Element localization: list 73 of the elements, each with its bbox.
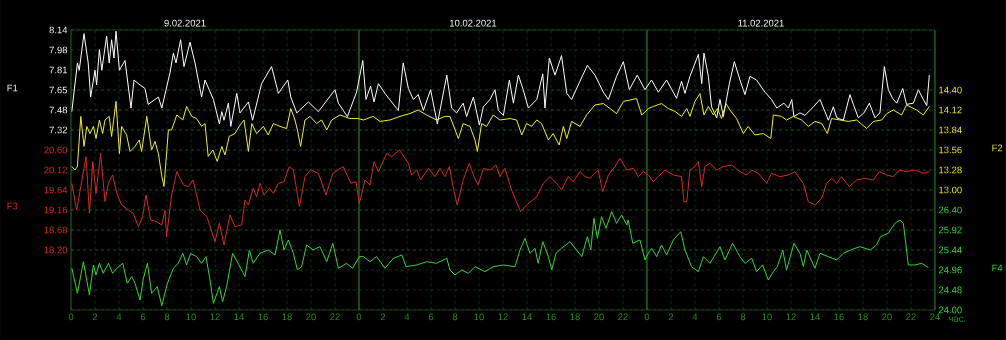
y-axis-title: F1 <box>7 84 18 92</box>
y-tick-label: 24.96 <box>938 266 962 274</box>
x-axis-title: час. <box>949 316 966 322</box>
y2-tick-label: 14.40 <box>939 86 962 94</box>
x-tick-label: 8 <box>740 313 746 321</box>
y3-tick-label: 19.64 <box>44 186 68 194</box>
x-tick-label: 6 <box>140 313 146 321</box>
x-tick-label: 4 <box>116 313 122 321</box>
y2-tick-label: 13.28 <box>939 166 962 174</box>
x-tick-label: 8 <box>452 313 458 321</box>
y2-tick-label: 13.56 <box>939 146 962 154</box>
x-tick-label: 16 <box>834 313 844 321</box>
y-axis-title: F4 <box>992 264 1003 272</box>
x-tick-label: 14 <box>234 313 244 321</box>
y-tick-label: 7.48 <box>49 106 68 114</box>
y-tick-label: 24.00 <box>938 306 962 314</box>
x-tick-label: 4 <box>404 313 410 321</box>
x-tick-label: 6 <box>716 313 722 321</box>
x-tick-label: 18 <box>570 313 580 321</box>
x-tick-label: 0 <box>644 313 650 321</box>
y3-tick-label: 20.12 <box>44 166 68 174</box>
x2-tick-label: 9.02.2021 <box>164 19 206 27</box>
x-tick-label: 10 <box>186 313 196 321</box>
line-series <box>71 93 930 187</box>
x-tick-label: 22 <box>618 313 628 321</box>
x-tick-label: 16 <box>258 313 268 321</box>
x-tick-label: 20 <box>594 313 604 321</box>
x-tick-label: 6 <box>428 313 434 321</box>
y-tick-label: 25.44 <box>938 246 962 254</box>
y-tick-label: 25.92 <box>938 226 962 234</box>
y-tick-label: 7.32 <box>49 126 68 134</box>
x-tick-label: 22 <box>330 313 340 321</box>
x-tick-label: 24 <box>930 313 940 321</box>
x-tick-label: 12 <box>786 313 796 321</box>
line-series <box>71 149 930 246</box>
x-tick-label: 4 <box>692 313 698 321</box>
y2-tick-label: 13.84 <box>939 126 962 134</box>
y3-tick-label: 20.60 <box>44 146 68 154</box>
y2-tick-label: 13.00 <box>939 186 962 194</box>
x-tick-label: 0 <box>356 313 362 321</box>
x-tick-label: 12 <box>498 313 508 321</box>
x-tick-label: 18 <box>282 313 292 321</box>
y-tick-label: 7.81 <box>49 66 68 74</box>
x-tick-label: 14 <box>522 313 532 321</box>
x-tick-label: 8 <box>164 313 170 321</box>
x-tick-label: 20 <box>882 313 892 321</box>
y3-tick-label: 18.20 <box>44 246 68 254</box>
x-tick-label: 10 <box>474 313 484 321</box>
x2-tick-label: 10.02.2021 <box>450 19 497 27</box>
y-tick-label: 7.65 <box>49 86 68 94</box>
x-tick-label: 18 <box>858 313 868 321</box>
x-tick-label: 2 <box>668 313 674 321</box>
y2-axis-title: F2 <box>992 144 1003 152</box>
x-tick-label: 10 <box>762 313 772 321</box>
y2-tick-label: 14.12 <box>939 106 962 114</box>
x-tick-label: 20 <box>306 313 316 321</box>
y-tick-label: 7.98 <box>49 46 68 54</box>
x-tick-label: 2 <box>380 313 386 321</box>
line-series <box>71 211 929 307</box>
y3-tick-label: 19.16 <box>44 206 68 214</box>
x-tick-label: 2 <box>92 313 98 321</box>
line-series <box>71 30 930 127</box>
x-tick-label: 22 <box>906 313 916 321</box>
y-tick-label: 24.48 <box>938 286 962 294</box>
x-tick-label: 12 <box>210 313 220 321</box>
x-tick-label: 16 <box>546 313 556 321</box>
x-tick-label: 14 <box>810 313 820 321</box>
y-tick-label: 8.14 <box>49 26 68 34</box>
y3-axis-title: F3 <box>7 202 18 210</box>
x-tick-label: 0 <box>68 313 74 321</box>
y-tick-label: 26.40 <box>938 206 962 214</box>
x2-tick-label: 11.02.2021 <box>738 19 784 27</box>
y3-tick-label: 18.68 <box>44 226 68 234</box>
